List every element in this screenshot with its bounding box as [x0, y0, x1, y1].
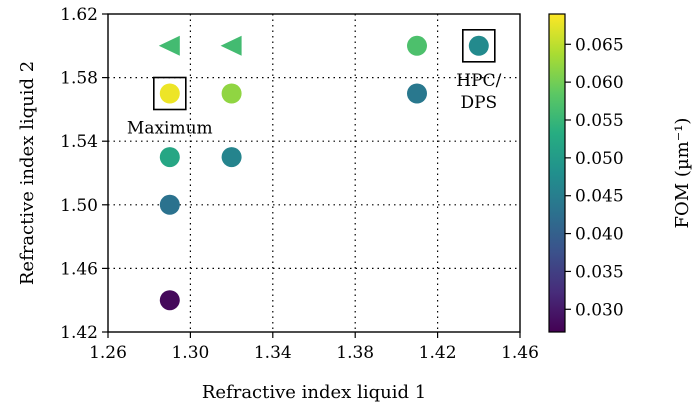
highlight-box: [461, 28, 496, 63]
y-tick-label: 1.42: [60, 323, 98, 343]
data-point: [468, 35, 489, 56]
y-tick-label: 1.54: [60, 132, 98, 152]
colorbar-tick-label: 0.045: [575, 187, 624, 207]
x-tick-label: 1.34: [254, 343, 292, 363]
data-point: [407, 83, 427, 104]
data-point-triangle: [158, 35, 180, 56]
y-tick-label: 1.50: [60, 196, 98, 216]
y-tick-label: 1.62: [60, 5, 98, 25]
data-point-triangle: [220, 35, 242, 56]
y-tick-label: 1.58: [60, 69, 98, 89]
plot-area: 1.26 1.30 1.34 1.38 1.42 1.46 1.42 1.46 1.50 1.54…: [17, 5, 539, 403]
annotation-label: HPC/: [456, 71, 501, 91]
colorbar-tick-label: 0.060: [575, 73, 624, 93]
x-tick-label: 1.26: [89, 343, 127, 363]
plot-frame: [107, 13, 521, 333]
colorbar: 0.030 0.035 0.040 0.045 0.050 0.055 0.060 0.065…: [548, 13, 693, 333]
colorbar-tick-label: 0.050: [575, 149, 624, 169]
colorbar-label: FOM (µm⁻¹): [672, 118, 693, 229]
annotation-label: DPS: [460, 93, 497, 113]
data-point: [407, 35, 427, 56]
data-point: [159, 147, 180, 168]
colorbar-tick-label: 0.035: [575, 262, 624, 282]
x-axis-label: Refractive index liquid 1: [202, 382, 426, 403]
data-point: [159, 83, 180, 104]
annotation-label: Maximum: [127, 119, 213, 139]
y-tick-label: 1.46: [60, 259, 98, 279]
data-point: [159, 194, 180, 215]
x-tick-label: 1.30: [171, 343, 209, 363]
x-tick-label: 1.46: [501, 343, 539, 363]
data-point: [221, 147, 242, 168]
x-tick-label: 1.38: [336, 343, 374, 363]
colorbar-gradient: [548, 13, 566, 333]
data-point: [221, 83, 242, 104]
colorbar-tick-label: 0.055: [575, 111, 624, 131]
data-point: [159, 290, 180, 311]
colorbar-tick-label: 0.040: [575, 225, 624, 245]
y-axis-label: Refractive index liquid 2: [17, 61, 38, 285]
colorbar-tick-label: 0.065: [575, 35, 624, 55]
highlight-box: [153, 76, 187, 111]
colorbar-tick-label: 0.030: [575, 300, 624, 320]
x-tick-label: 1.42: [419, 343, 457, 363]
